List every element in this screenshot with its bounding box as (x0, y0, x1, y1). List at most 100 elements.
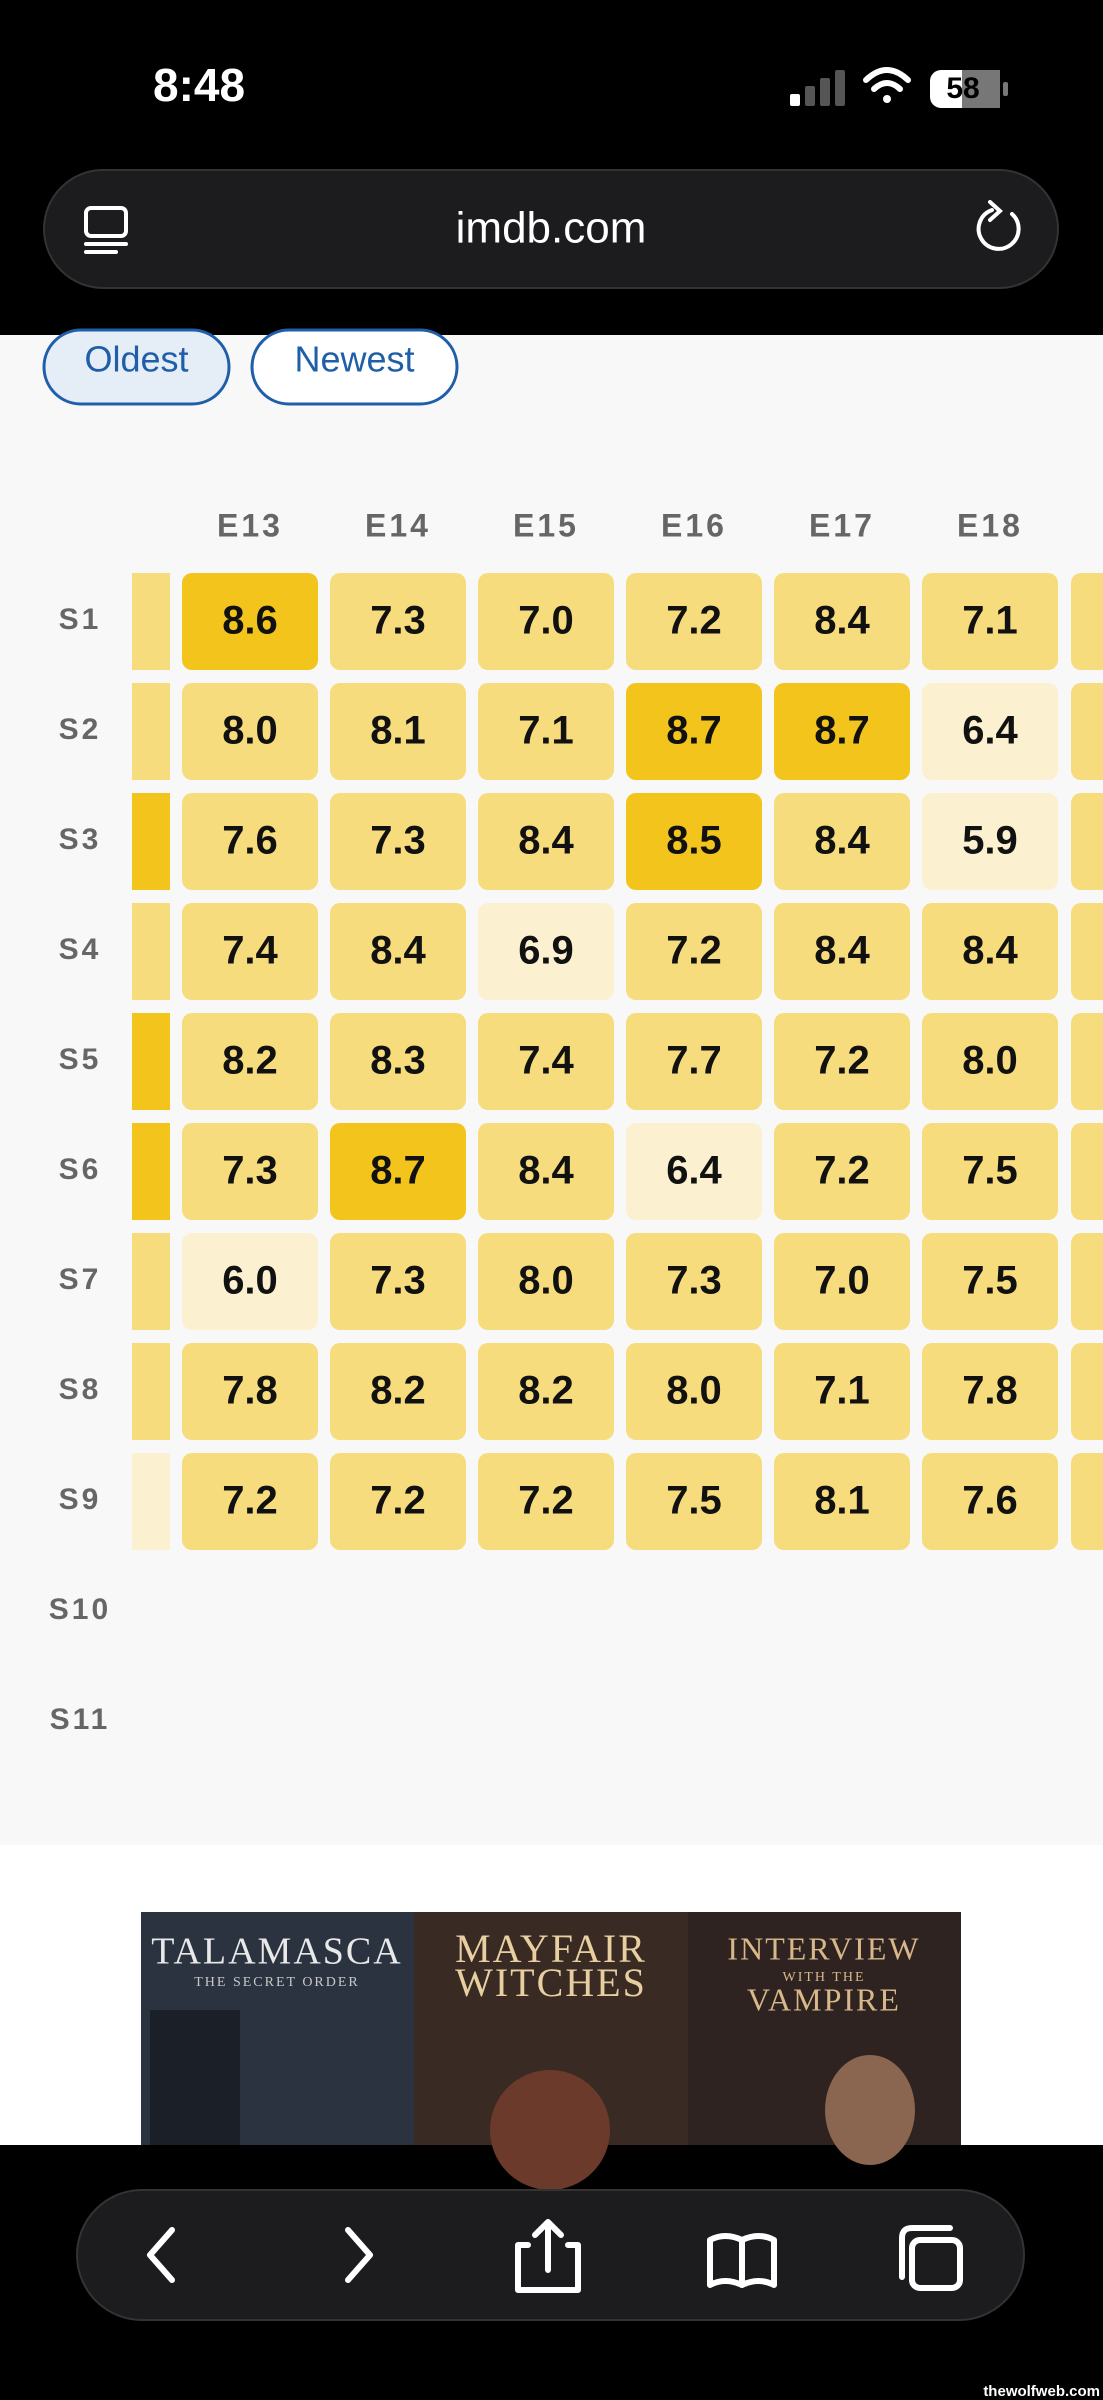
rating-value[interactable]: 8.0 (222, 709, 278, 753)
rating-cell[interactable] (626, 1233, 762, 1330)
poster-title[interactable]: VAMPIRE (747, 1981, 901, 2017)
rating-cell[interactable] (182, 683, 318, 780)
rating-value[interactable]: 7.1 (518, 709, 574, 753)
sort-button[interactable] (42, 328, 231, 406)
rating-value[interactable]: 7.4 (518, 1039, 574, 1083)
rating-cell[interactable] (478, 1123, 614, 1220)
poster-title[interactable]: THE SECRET ORDER (194, 1975, 360, 1990)
share-button[interactable] (515, 2219, 581, 2293)
rating-value[interactable]: 7.0 (518, 599, 574, 643)
rating-cell[interactable] (626, 1343, 762, 1440)
rating-cell[interactable] (330, 903, 466, 1000)
poster-title[interactable]: INTERVIEW (727, 1930, 920, 1966)
rating-value[interactable]: 7.6 (222, 819, 278, 863)
rating-cell[interactable] (478, 903, 614, 1000)
rating-cell[interactable] (774, 1453, 910, 1550)
rating-cell[interactable] (182, 573, 318, 670)
rating-value[interactable]: 7.5 (962, 1149, 1018, 1193)
poster-title[interactable]: WITCHES (455, 1960, 647, 2005)
rating-cell[interactable] (774, 683, 910, 780)
rating-cell[interactable] (626, 793, 762, 890)
rating-value[interactable]: 7.3 (370, 1259, 426, 1303)
rating-value[interactable]: 8.2 (370, 1369, 426, 1413)
rating-value[interactable]: 7.1 (962, 599, 1018, 643)
bookmarks-button[interactable] (707, 2233, 777, 2288)
rating-value[interactable]: 8.4 (814, 819, 870, 863)
rating-cell[interactable] (626, 1453, 762, 1550)
rating-cell[interactable] (478, 683, 614, 780)
rating-cell[interactable] (922, 1233, 1058, 1330)
rating-value[interactable]: 5.9 (962, 819, 1018, 863)
rating-value[interactable]: 8.2 (222, 1039, 278, 1083)
rating-value[interactable]: 7.8 (222, 1369, 278, 1413)
rating-value[interactable]: 7.3 (370, 599, 426, 643)
rating-value[interactable]: 7.1 (814, 1369, 870, 1413)
rating-value[interactable]: 7.3 (666, 1259, 722, 1303)
rating-cell[interactable] (478, 573, 614, 670)
rating-cell[interactable] (922, 903, 1058, 1000)
rating-value[interactable]: 8.6 (222, 599, 278, 643)
rating-cell[interactable] (330, 1123, 466, 1220)
rating-value[interactable]: 8.0 (962, 1039, 1018, 1083)
rating-value[interactable]: 8.7 (370, 1149, 426, 1193)
rating-cell[interactable] (774, 573, 910, 670)
rating-value[interactable]: 8.7 (814, 709, 870, 753)
sort-button[interactable] (250, 328, 459, 406)
rating-value[interactable]: 7.5 (962, 1259, 1018, 1303)
rating-value[interactable]: 8.4 (518, 819, 574, 863)
back-button[interactable] (147, 2227, 175, 2283)
rating-value[interactable]: 8.2 (518, 1369, 574, 1413)
rating-value[interactable]: 8.3 (370, 1039, 426, 1083)
rating-cell[interactable] (330, 1343, 466, 1440)
rating-cell[interactable] (182, 1453, 318, 1550)
rating-cell[interactable] (922, 1123, 1058, 1220)
rating-value[interactable]: 6.4 (962, 709, 1018, 753)
rating-cell[interactable] (774, 1013, 910, 1110)
rating-cell[interactable] (182, 1123, 318, 1220)
rating-cell[interactable] (774, 903, 910, 1000)
rating-value[interactable]: 7.4 (222, 929, 278, 973)
rating-value[interactable]: 8.4 (518, 1149, 574, 1193)
rating-value[interactable]: 7.0 (814, 1259, 870, 1303)
rating-cell[interactable] (626, 903, 762, 1000)
rating-cell[interactable] (182, 1233, 318, 1330)
rating-value[interactable]: 7.3 (222, 1149, 278, 1193)
rating-value[interactable]: 8.7 (666, 709, 722, 753)
rating-value[interactable]: 8.4 (814, 599, 870, 643)
rating-cell[interactable] (922, 1013, 1058, 1110)
rating-cell[interactable] (922, 1343, 1058, 1440)
url[interactable]: imdb.com (456, 204, 647, 253)
rating-cell[interactable] (182, 1013, 318, 1110)
poster-title[interactable]: WITH THE (783, 1970, 866, 1985)
rating-cell[interactable] (626, 573, 762, 670)
rating-value[interactable]: 7.2 (814, 1039, 870, 1083)
rating-value[interactable]: 8.4 (814, 929, 870, 973)
rating-value[interactable]: 7.7 (666, 1039, 722, 1083)
poster-title[interactable]: MAYFAIR (455, 1926, 647, 1971)
address-bar[interactable] (43, 169, 1059, 289)
rating-cell[interactable] (922, 1453, 1058, 1550)
rating-cell[interactable] (330, 683, 466, 780)
rating-value[interactable]: 8.0 (518, 1259, 574, 1303)
sort-button-label[interactable]: Oldest (84, 339, 188, 380)
rating-value[interactable]: 7.3 (370, 819, 426, 863)
rating-value[interactable]: 7.2 (814, 1149, 870, 1193)
rating-cell[interactable] (922, 573, 1058, 670)
reader-icon[interactable] (84, 206, 128, 254)
rating-value[interactable]: 7.2 (222, 1479, 278, 1523)
rating-cell[interactable] (330, 1233, 466, 1330)
sort-button-label[interactable]: Newest (294, 339, 414, 380)
rating-cell[interactable] (330, 573, 466, 670)
rating-cell[interactable] (182, 1343, 318, 1440)
rating-value[interactable]: 8.4 (962, 929, 1018, 973)
poster-title[interactable]: TALAMASCA (151, 1931, 402, 1973)
rating-cell[interactable] (182, 793, 318, 890)
rating-value[interactable]: 8.4 (370, 929, 426, 973)
tabs-button[interactable] (899, 2225, 963, 2291)
rating-value[interactable]: 8.1 (370, 709, 426, 753)
rating-cell[interactable] (774, 1343, 910, 1440)
rating-cell[interactable] (626, 1123, 762, 1220)
rating-cell[interactable] (478, 1343, 614, 1440)
reload-icon[interactable] (976, 200, 1021, 251)
